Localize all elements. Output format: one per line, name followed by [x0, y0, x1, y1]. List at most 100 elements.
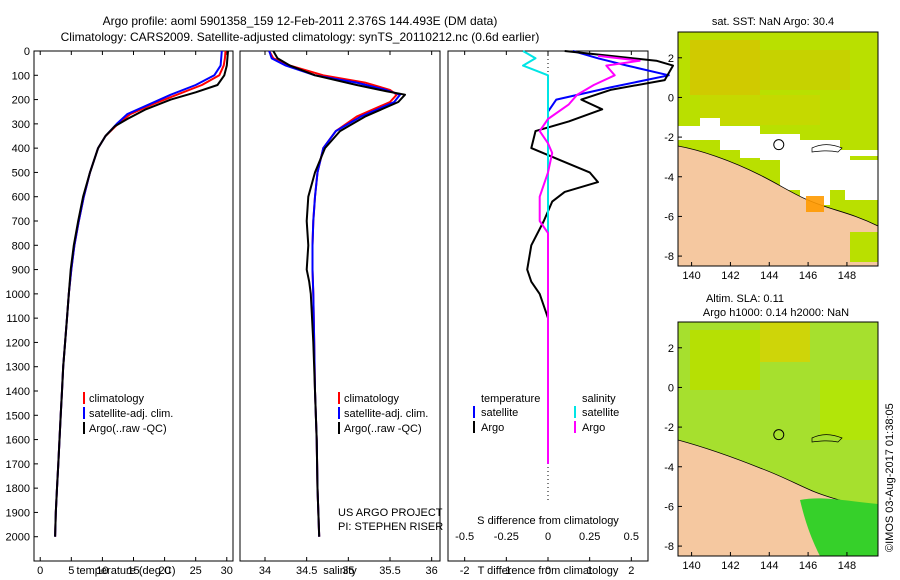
temperature-panel: 0100200300400500600700800900100011001200… [6, 46, 234, 577]
depth-tick-label: 200 [12, 95, 30, 107]
depth-tick-label: 900 [12, 265, 30, 277]
x-tick-label: 2 [628, 565, 634, 577]
lon-tick-label: 144 [760, 270, 778, 282]
title-line-1: Argo profile: aoml 5901358_159 12-Feb-20… [103, 14, 498, 28]
s-tick-label: 0 [545, 531, 551, 543]
x-tick-label: 1 [587, 565, 593, 577]
legend-title-salinity: salinity [582, 393, 616, 405]
x-tick-label: 0 [37, 565, 43, 577]
x-tick-label: 35 [342, 565, 354, 577]
depth-tick-label: 500 [12, 167, 30, 179]
difference-series [522, 50, 674, 464]
argo-float-marker [773, 139, 785, 151]
x-tick-label: 15 [127, 565, 139, 577]
land-new-guinea [678, 145, 878, 266]
sst-map-panel: sat. SST: NaN Argo: 30.4 140 142 144 146 148… [664, 16, 879, 282]
lat-tick-label: 2 [668, 343, 674, 355]
salinity-axes-frame [239, 50, 441, 562]
difference-panel: -2 -1 0 1 2 -0.5 -0.25 0 0.25 0.5 T difference f… [447, 50, 674, 577]
lat-tick-label: -6 [664, 501, 674, 513]
lat-tick-label: 2 [668, 53, 674, 65]
credit-project: US ARGO PROJECT [338, 507, 443, 519]
depth-tick-label: 1400 [6, 386, 30, 398]
series-line-argo-raw-qc- [54, 50, 229, 537]
lat-tick-label: -8 [664, 541, 674, 553]
sst-map-longitude-axis: 140 142 144 146 148 [682, 262, 856, 282]
sla-high-patch [760, 322, 810, 362]
x-tick-label: 10 [96, 565, 108, 577]
lon-tick-label: 146 [799, 560, 817, 572]
x-tick-label: 35.5 [379, 565, 400, 577]
depth-tick-label: 1600 [6, 435, 30, 447]
s-tick-label: 0.25 [579, 531, 600, 543]
x-tick-label: 20 [158, 565, 170, 577]
s-tick-label: -0.25 [494, 531, 519, 543]
lon-tick-label: 148 [838, 560, 856, 572]
lat-tick-label: -2 [664, 132, 674, 144]
legend-label-temp-argo: Argo [481, 422, 504, 434]
depth-tick-label: 1000 [6, 289, 30, 301]
lat-tick-label: -4 [664, 462, 674, 474]
salinity-series [268, 50, 406, 537]
x-tick-label: 34 [259, 565, 271, 577]
legend-label-satellite: satellite-adj. clim. [89, 408, 173, 420]
lat-tick-label: -4 [664, 172, 674, 184]
sst-map-field [678, 32, 878, 266]
difference-x-axis: -2 -1 0 1 2 [460, 51, 634, 577]
sst-map-latitude-axis: 2 0 -2 -4 -6 -8 [664, 53, 682, 263]
lon-tick-label: 140 [682, 560, 700, 572]
salinity-xlabel: salinity [323, 565, 357, 577]
x-tick-label: 34.5 [296, 565, 317, 577]
x-tick-label: 36 [426, 565, 438, 577]
sst-nodata-area [678, 118, 878, 205]
s-tick-label: 0.5 [624, 531, 639, 543]
sla-map-longitude-axis: 140 142 144 146 148 [682, 552, 856, 572]
x-tick-label: 0 [545, 565, 551, 577]
sst-warm-patch [760, 50, 850, 90]
s-tick-label: -0.5 [455, 531, 474, 543]
x-tick-label: 5 [68, 565, 74, 577]
lat-tick-label: -8 [664, 251, 674, 263]
series-line-argo-raw-qc- [272, 50, 406, 537]
temperature-legend: climatology satellite-adj. clim. Argo(..… [83, 392, 173, 435]
depth-tick-label: 800 [12, 240, 30, 252]
title-line-2: Climatology: CARS2009. Satellite-adjuste… [61, 30, 540, 44]
s-difference-xlabel: S difference from climatology [477, 515, 619, 527]
depth-tick-label: 2000 [6, 532, 30, 544]
credit-pi: PI: STEPHEN RISER [338, 521, 443, 533]
depth-tick-label: 1900 [6, 507, 30, 519]
sla-map-panel: Altim. SLA: 0.11 Argo h1000: 0.14 h2000:… [664, 293, 879, 572]
x-tick-label: 25 [190, 565, 202, 577]
depth-tick-label: 1300 [6, 362, 30, 374]
depth-tick-label: 1700 [6, 459, 30, 471]
salinity-x-axis: 34 34.5 35 35.5 36 [259, 51, 438, 577]
depth-tick-label: 300 [12, 119, 30, 131]
lon-tick-label: 146 [799, 270, 817, 282]
series-line-salinity-argo [538, 54, 641, 464]
x-tick-label: -1 [501, 565, 511, 577]
lon-tick-label: 142 [721, 270, 739, 282]
legend-label-climatology: climatology [89, 393, 145, 405]
sla-high-patch [820, 380, 878, 440]
lon-tick-label: 148 [838, 270, 856, 282]
depth-tick-label: 100 [12, 70, 30, 82]
depth-tick-label: 1500 [6, 410, 30, 422]
depth-tick-label: 1800 [6, 483, 30, 495]
sla-coastal-low [800, 498, 878, 556]
depth-tick-label: 400 [12, 143, 30, 155]
legend-label-climatology: climatology [344, 393, 400, 405]
temperature-axes-frame [33, 50, 234, 562]
sla-map-field [678, 322, 878, 556]
legend-label-argo: Argo(..raw -QC) [89, 423, 167, 435]
depth-axis: 0 100 200 300 400 500 600 700 800 900 1000 1100 1200… [6, 46, 38, 544]
depth-tick-label: 600 [12, 192, 30, 204]
sst-nodata-area [740, 136, 878, 200]
sla-map-latitude-axis: 2 0 -2 -4 -6 -8 [664, 343, 682, 553]
sst-map-frame [677, 31, 879, 267]
x-tick-label: 30 [221, 565, 233, 577]
temperature-xlabel: temperature (deg C) [76, 565, 175, 577]
depth-tick-label: 1100 [6, 313, 30, 325]
temperature-x-axis: 0 5 10 15 20 25 30 [37, 51, 233, 577]
t-difference-xlabel: T difference from climatology [478, 565, 619, 577]
